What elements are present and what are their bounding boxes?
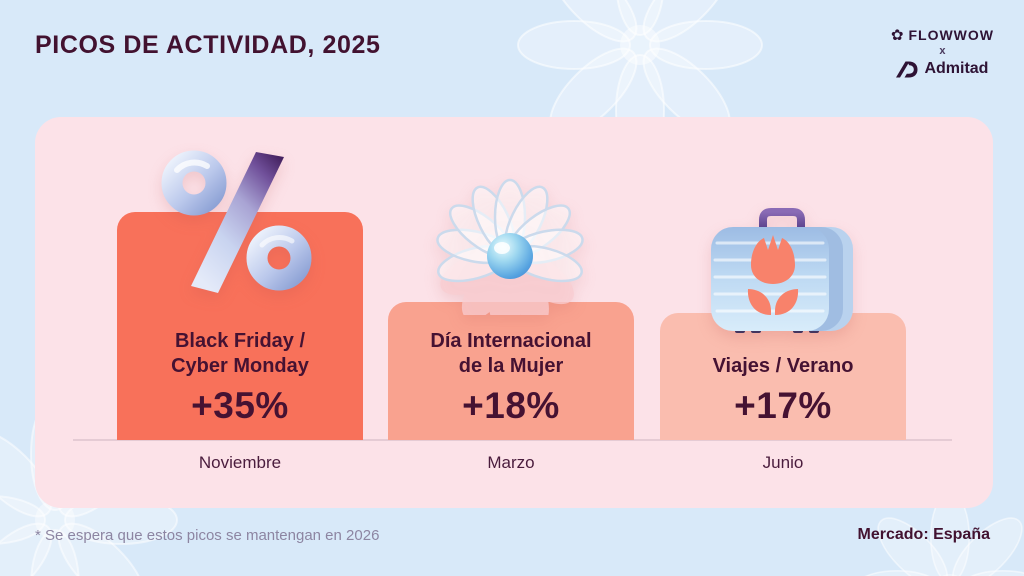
percent-3d-icon (161, 150, 312, 293)
axis-baseline (73, 439, 952, 441)
bar-womens-day: Día Internacional de la Mujer +18% (388, 302, 634, 440)
page-title: PICOS DE ACTIVIDAD, 2025 (35, 31, 381, 59)
chart-card: Black Friday / Cyber Monday +35% Día Inte… (35, 117, 993, 508)
flowwow-logo-text: FLOWWOW (908, 27, 994, 43)
bar-label: Black Friday / Cyber Monday (171, 330, 309, 377)
month-label-marzo: Marzo (487, 453, 535, 472)
suitcase-icon (711, 208, 853, 333)
bar-label: Día Internacional de la Mujer (430, 330, 592, 377)
flowwow-logo: ✿ FLOWWOW (891, 27, 994, 43)
admitad-mark-icon (896, 61, 918, 77)
bar-value: +35% (191, 385, 289, 426)
glass-flower-icon (436, 178, 584, 315)
market-label: Mercado: España (857, 526, 990, 543)
admitad-logo: Admitad (896, 60, 988, 78)
partnership-cross-label: x (939, 45, 946, 57)
footnote: * Se espera que estos picos se mantengan… (35, 527, 380, 544)
admitad-logo-text: Admitad (924, 60, 989, 77)
bar-travel-summer: Viajes / Verano +17% (660, 313, 906, 440)
bar-label: Viajes / Verano (712, 355, 854, 377)
bar-value: +18% (462, 385, 560, 426)
flowwow-flower-icon: ✿ (890, 26, 904, 44)
month-label-junio: Junio (762, 453, 804, 472)
month-label-noviembre: Noviembre (198, 453, 282, 472)
bar-black-friday: Black Friday / Cyber Monday +35% (117, 212, 363, 440)
partnership-logos: ✿ FLOWWOW x Admitad (891, 27, 994, 78)
bar-value: +17% (734, 385, 832, 426)
